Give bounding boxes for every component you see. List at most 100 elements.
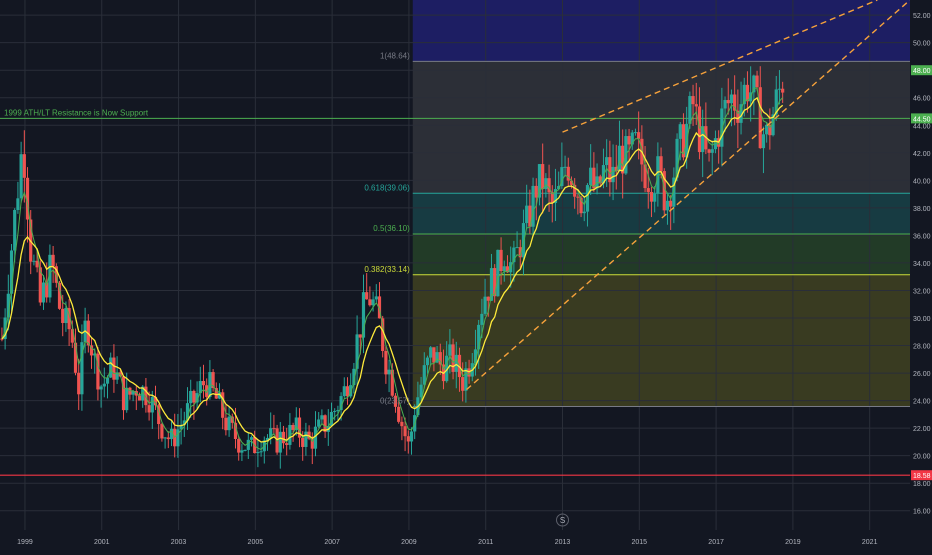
candle-body	[240, 450, 244, 453]
candle-body	[371, 299, 375, 306]
candle-body	[614, 166, 618, 172]
fib-label: 0.618(39.06)	[364, 183, 410, 192]
candle-body	[496, 249, 500, 297]
candle-body	[550, 192, 554, 203]
candle-body	[211, 372, 215, 389]
candle-body	[435, 352, 439, 363]
price-tick-label: 26.00	[913, 371, 931, 378]
candle-body	[374, 296, 378, 300]
candle-body	[397, 406, 401, 422]
price-tick-label: 36.00	[913, 233, 931, 240]
candle-body	[342, 386, 346, 397]
candle-body	[553, 189, 558, 203]
candle-body	[297, 417, 302, 438]
candle-body	[99, 386, 103, 390]
target-zone	[412, 0, 910, 62]
price-tick-label: 52.00	[913, 13, 931, 20]
candle-body	[579, 197, 583, 214]
candle-body	[381, 318, 385, 352]
candle-body	[272, 428, 276, 430]
candle-body	[713, 138, 718, 150]
candle-body	[201, 381, 206, 386]
candle-body	[45, 282, 49, 298]
candle-body	[365, 292, 369, 300]
candle-body	[336, 410, 340, 412]
candle-body	[243, 449, 247, 451]
candle-body	[653, 193, 657, 202]
price-tick-label: 44.00	[913, 123, 931, 130]
price-tick-label: 16.00	[913, 509, 931, 516]
candle-body	[451, 344, 455, 372]
candle-body	[486, 296, 490, 301]
time-tick-label: 2005	[248, 539, 264, 546]
time-tick-label: 2017	[708, 539, 724, 546]
candle-body	[528, 205, 532, 227]
candle-body	[723, 100, 727, 109]
candle-body	[569, 180, 574, 185]
candle-body	[688, 96, 692, 124]
candle-body	[112, 357, 116, 380]
candle-body	[195, 393, 199, 403]
fib-label: 0.5(36.10)	[373, 224, 410, 233]
candle-body	[323, 415, 327, 432]
candle-body	[777, 88, 782, 90]
candle-body	[515, 247, 519, 249]
candle-body	[678, 124, 682, 139]
candle-body	[633, 132, 638, 134]
candle-body	[630, 132, 634, 145]
candle-body	[96, 353, 100, 390]
candle-body	[403, 426, 407, 437]
candle-body	[675, 138, 679, 178]
candle-body	[605, 157, 609, 166]
candle-body	[563, 166, 567, 168]
candle-body	[720, 108, 724, 147]
candle-body	[237, 439, 241, 453]
chart-labels: 1(48.64) 0.618(39.06) 0.5(36.10) 0.382(33.1…	[4, 51, 570, 527]
candle-body	[489, 268, 494, 301]
price-axis: 16.00 18.00 20.00 22.00 24.00 26.00 28.00 30.00…	[910, 0, 932, 550]
candle-body	[144, 386, 148, 406]
candle-body	[361, 292, 366, 338]
candle-body	[573, 184, 577, 197]
candle-body	[557, 186, 561, 190]
candle-body	[477, 324, 481, 350]
grid-lines	[0, 0, 910, 530]
time-axis-bg	[0, 530, 932, 550]
fib-zone	[412, 193, 910, 235]
candle-body	[429, 347, 433, 358]
time-tick-label: 2001	[94, 539, 110, 546]
candle-body	[592, 167, 596, 189]
candle-body	[265, 437, 270, 441]
candle-body	[16, 198, 20, 210]
price-tick-label: 20.00	[913, 454, 931, 461]
candle-body	[256, 452, 260, 454]
candle-body	[534, 185, 538, 198]
candle-body	[745, 84, 750, 102]
candle-body	[166, 437, 170, 440]
time-tick-label: 2019	[785, 539, 801, 546]
candle-body	[57, 282, 62, 309]
candle-body	[758, 87, 762, 149]
candle-body	[163, 437, 167, 439]
candle-body	[89, 345, 94, 356]
candle-body	[355, 334, 359, 369]
candle-body	[598, 176, 602, 184]
candle-body	[259, 451, 263, 453]
candle-body	[566, 166, 570, 181]
candle-body	[752, 75, 756, 93]
fib-zone	[412, 274, 910, 407]
time-tick-label: 2003	[171, 539, 187, 546]
candle-body	[643, 164, 647, 189]
support-label: 1999 ATH/LT Resistance is Now Support	[4, 108, 149, 117]
candle-body	[617, 145, 622, 172]
candle-body	[502, 266, 506, 271]
candle-body	[176, 429, 180, 447]
time-tick-label: 2007	[324, 539, 340, 546]
event-marker-label: S	[560, 516, 565, 525]
candle-body	[582, 211, 586, 214]
candle-body	[157, 405, 161, 425]
candle-body	[425, 357, 430, 366]
candle-body	[493, 268, 497, 297]
